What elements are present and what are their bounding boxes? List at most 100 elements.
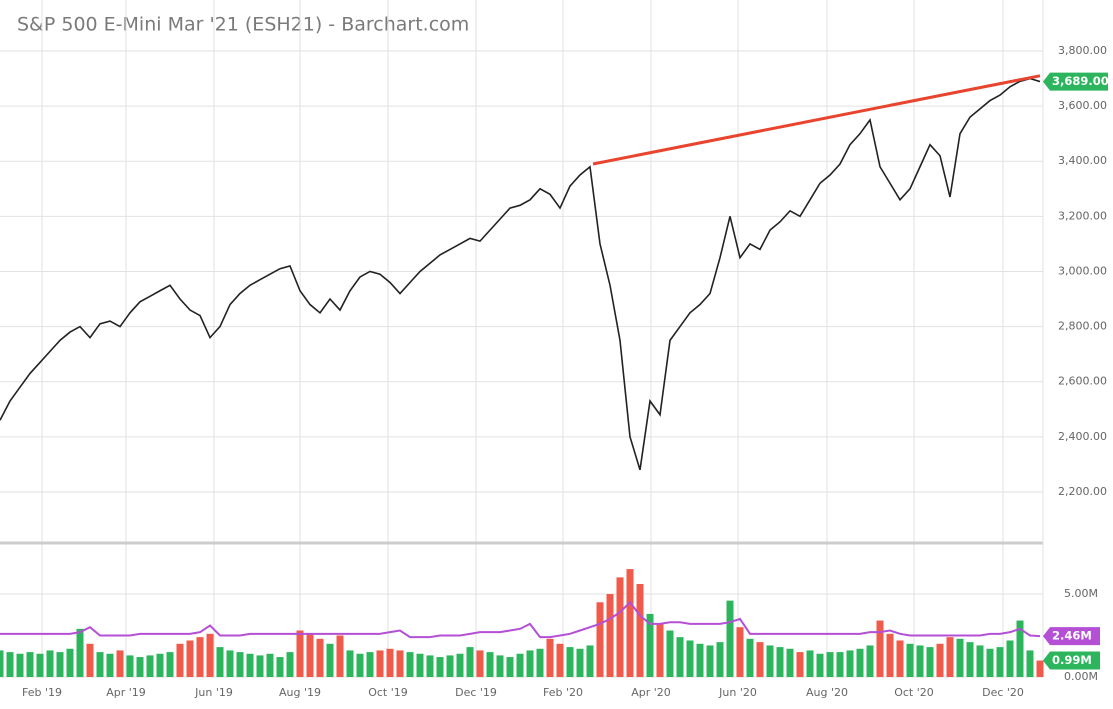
volume-average <box>0 600 1041 639</box>
last-value-badge <box>1043 627 1100 646</box>
volume-bar <box>626 569 634 677</box>
volume-bar <box>816 653 824 677</box>
volume-bar <box>596 602 604 677</box>
volume-bar <box>946 637 954 677</box>
volume-bar <box>526 650 534 677</box>
volume-bar <box>646 613 654 677</box>
volume-bar <box>136 657 144 677</box>
volume-bar <box>266 653 274 677</box>
volume-bar <box>96 652 104 677</box>
volume-bar <box>956 638 964 677</box>
volume-bar <box>656 623 664 677</box>
volume-bar <box>346 650 354 677</box>
volume-bar <box>586 645 594 677</box>
volume-bar <box>936 643 944 677</box>
volume-bar <box>236 652 244 677</box>
x-tick-label: Oct '19 <box>368 686 408 699</box>
volume-bar <box>356 653 364 677</box>
volume-bar <box>296 630 304 677</box>
volume-bar <box>556 643 564 677</box>
volume-bar <box>406 652 414 677</box>
volume-bar <box>396 650 404 677</box>
volume-bar <box>896 640 904 677</box>
y-tick-label: 3,600.00 <box>1058 99 1107 112</box>
x-tick-label: Aug '20 <box>806 686 848 699</box>
volume-bar <box>106 653 114 677</box>
volume-bar <box>116 650 124 677</box>
volume-bar <box>386 648 394 677</box>
y-tick-label: 3,800.00 <box>1058 44 1107 57</box>
volume-bar <box>616 577 624 677</box>
volume-bar <box>826 652 834 677</box>
volume-bar <box>6 652 14 677</box>
volume-bar <box>926 647 934 677</box>
volume-bar <box>906 643 914 677</box>
x-tick-label: Feb '19 <box>22 686 62 699</box>
x-tick-label: Jun '20 <box>718 686 757 699</box>
volume-bar <box>436 657 444 677</box>
x-tick-label: Apr '19 <box>106 686 146 699</box>
trendline <box>592 74 1041 166</box>
y-tick-label: 3,000.00 <box>1058 264 1107 277</box>
price-line <box>0 77 1041 471</box>
volume-bar <box>146 655 154 677</box>
y-tick-label: 5.00M <box>1064 587 1098 600</box>
volume-bar <box>796 652 804 677</box>
volume-bar <box>746 638 754 677</box>
volume-bar <box>416 653 424 677</box>
x-tick-label: Apr '20 <box>631 686 671 699</box>
volume-bar <box>186 640 194 677</box>
volume-bar <box>1016 620 1024 677</box>
volume-bar <box>246 653 254 677</box>
volume-bar <box>156 653 164 677</box>
volume-bar <box>886 633 894 677</box>
volume-bar <box>756 642 764 677</box>
volume-bar <box>276 657 284 677</box>
x-tick-label: Oct '20 <box>894 686 934 699</box>
volume-bar <box>506 657 514 677</box>
x-tick-label: Jun '19 <box>194 686 233 699</box>
volume-bar <box>376 650 384 677</box>
volume-bar <box>286 652 294 677</box>
y-tick-label: 2,800.00 <box>1058 320 1107 333</box>
volume-bar <box>316 638 324 677</box>
volume-bar <box>166 652 174 677</box>
volume-bar <box>536 648 544 677</box>
volume-bar <box>46 650 54 677</box>
volume-bar <box>876 620 884 677</box>
volume-bar <box>496 655 504 677</box>
volume-bar <box>976 645 984 677</box>
volume-bar <box>26 652 34 677</box>
volume-bar <box>786 648 794 677</box>
volume-bar <box>86 643 94 677</box>
volume-bar <box>546 638 554 677</box>
volume-bar <box>766 645 774 677</box>
volume-bar <box>666 630 674 677</box>
volume-bar <box>56 652 64 677</box>
volume-bar <box>306 633 314 677</box>
volume-bar <box>16 653 24 677</box>
y-tick-label: 2,600.00 <box>1058 375 1107 388</box>
volume-bar <box>846 650 854 677</box>
last-value-badge <box>1043 72 1108 91</box>
volume-bar <box>726 600 734 677</box>
volume-bar <box>486 652 494 677</box>
x-tick-label: Aug '19 <box>279 686 321 699</box>
volume-bar <box>476 650 484 677</box>
volume-bar <box>716 642 724 677</box>
volume-bar <box>996 647 1004 677</box>
volume-bar <box>776 647 784 677</box>
volume-bar <box>696 643 704 677</box>
x-tick-label: Dec '20 <box>982 686 1024 699</box>
volume-bar <box>426 655 434 677</box>
volume-bar <box>676 637 684 677</box>
volume-bar <box>516 653 524 677</box>
y-tick-label: 0.00M <box>1064 670 1098 683</box>
volume-bar <box>606 593 614 677</box>
x-tick-label: Feb '20 <box>543 686 583 699</box>
volume-bar <box>686 640 694 677</box>
volume-bar <box>126 655 134 677</box>
y-tick-label: 3,400.00 <box>1058 154 1107 167</box>
